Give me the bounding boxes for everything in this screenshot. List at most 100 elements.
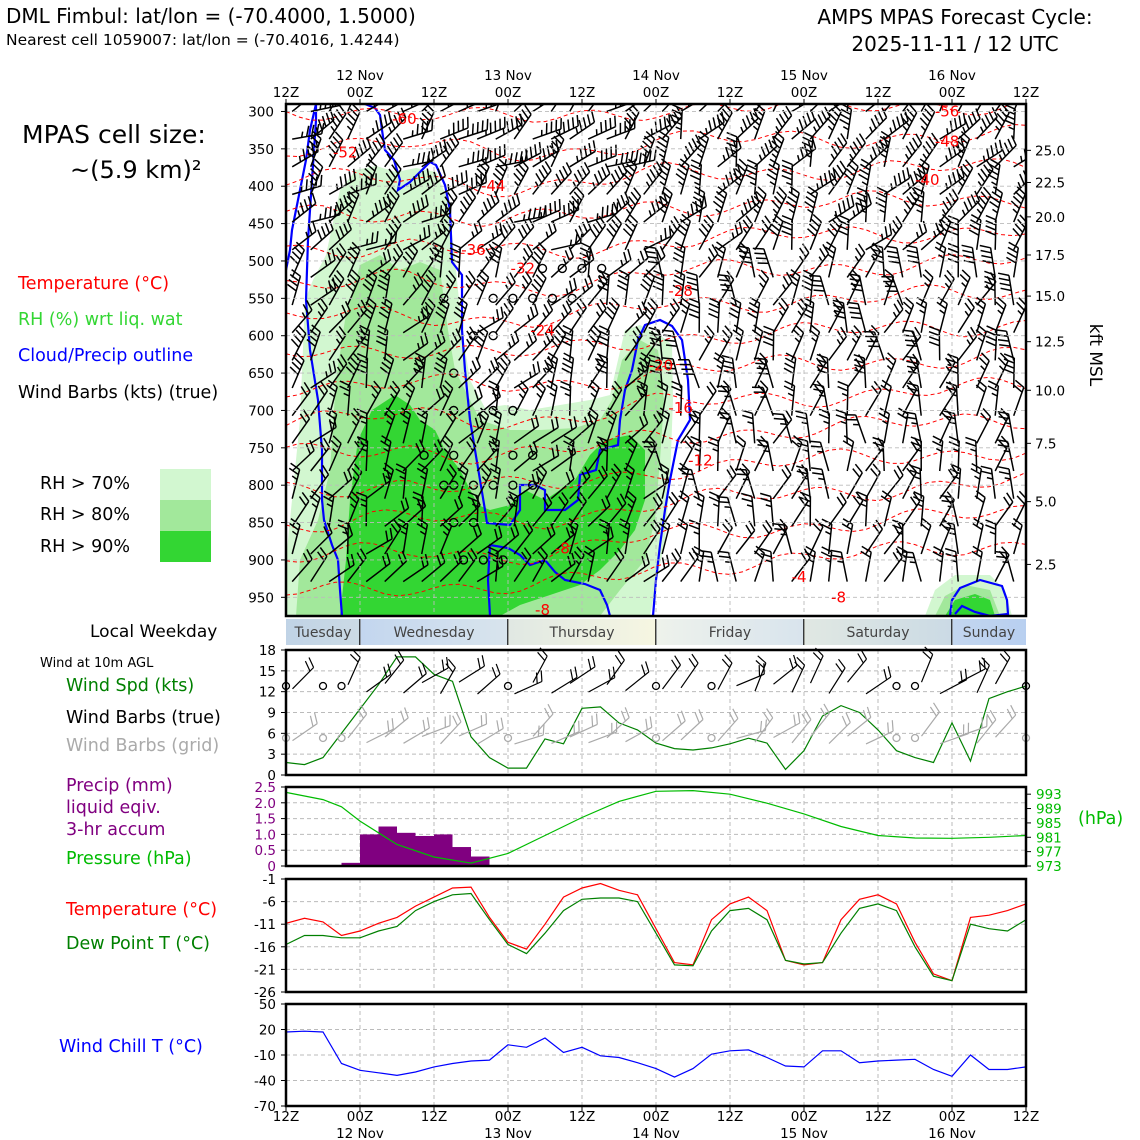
- wind-barb: [752, 247, 774, 278]
- wind-barb: [310, 109, 335, 140]
- wind-barb: [473, 324, 489, 361]
- panel-tick-label: -10: [254, 1048, 276, 1064]
- wind-barb: [975, 324, 987, 361]
- wind-barb: [846, 491, 864, 527]
- wind-barb: [754, 135, 778, 168]
- wind-barb: [345, 269, 361, 306]
- pressure-tick-label: 981: [1036, 830, 1062, 846]
- legend-wind-barbs: Wind Barbs (kts) (true): [18, 383, 219, 403]
- cloud-outline-1: [286, 104, 344, 616]
- wind-barb: [397, 518, 409, 555]
- wind-barb: [606, 547, 625, 583]
- height-tick-label: 15.0: [1035, 289, 1065, 305]
- wind-barb: [291, 381, 311, 417]
- wind-barb-true: [514, 670, 543, 695]
- wind-barb: [643, 225, 672, 251]
- wind-barb: [865, 242, 881, 278]
- wind-barb: [994, 296, 1007, 333]
- precip-circle: [508, 450, 518, 460]
- wind-barb: [717, 274, 737, 306]
- wind-barb: [604, 297, 620, 334]
- wind-barb: [957, 326, 978, 361]
- wind-barb: [883, 167, 911, 196]
- temp-contour-label: -8: [831, 588, 846, 606]
- height-tick-label: 10.0: [1035, 383, 1065, 399]
- wind-barb: [824, 241, 837, 278]
- wind-barb: [439, 270, 457, 306]
- panel-tick-label: -26: [254, 985, 276, 1001]
- wind-barb: [795, 410, 811, 444]
- wind-barb: [587, 215, 607, 251]
- wind-barb: [809, 440, 830, 472]
- wind-barb-true: [847, 649, 868, 683]
- top-tick-label: 12Z: [717, 85, 743, 101]
- wind-barb: [910, 436, 922, 471]
- wind-barb: [644, 245, 663, 278]
- wind-barb-true: [458, 655, 485, 683]
- wind-barb: [949, 463, 962, 499]
- wind-barb: [476, 144, 506, 168]
- wind-barb: [624, 301, 648, 334]
- wind-barb: [846, 133, 866, 168]
- wind-barb: [897, 407, 909, 444]
- calm-marker-grid: [910, 733, 920, 743]
- wind-barb: [561, 352, 575, 389]
- wind-barb: [579, 242, 592, 278]
- wind-barb: [291, 140, 319, 168]
- wind-barb-grid: [995, 704, 1017, 738]
- wind-barb: [718, 411, 737, 444]
- wind-barb: [698, 381, 717, 417]
- wind-barb: [624, 247, 649, 278]
- wind-barb: [476, 306, 504, 334]
- wind-barb: [652, 270, 665, 306]
- wind-barb: [690, 435, 702, 472]
- wind-barb: [413, 352, 426, 389]
- wind-barb: [939, 138, 965, 168]
- wind-barb: [513, 380, 529, 417]
- precip-circle: [528, 480, 538, 490]
- wind-barb: [531, 269, 547, 306]
- temp-contour-label: -44: [481, 177, 506, 195]
- wind-barb: [721, 354, 737, 389]
- wind-barb: [568, 186, 585, 223]
- wind-barb: [328, 191, 353, 223]
- height-tick-label: 20.0: [1035, 210, 1065, 226]
- label-wind-chill: Wind Chill T (°C): [59, 1037, 203, 1057]
- wind-barb: [513, 104, 532, 140]
- wind-barb: [421, 139, 448, 168]
- wind-barb: [804, 186, 819, 223]
- wind-barb-grid: [347, 704, 368, 739]
- wind-barb: [560, 380, 572, 416]
- wind-barb: [616, 269, 630, 306]
- wind-barb: [772, 271, 793, 306]
- bottom-tick-label: 12Z: [865, 1109, 891, 1125]
- wind-barb: [863, 330, 885, 361]
- wind-barb: [957, 108, 981, 140]
- calm-marker-grid: [337, 733, 346, 743]
- wind-barb: [587, 379, 600, 416]
- label-wind-barbs-true: Wind Barbs (true): [66, 708, 221, 728]
- wind-barb: [698, 244, 719, 278]
- weekday-cell: [360, 619, 508, 645]
- pressure-tick-label: 985: [1036, 816, 1062, 832]
- weekday-cell: [286, 619, 360, 645]
- wind-barb: [658, 186, 673, 223]
- pressure-tick-label: 989: [1036, 802, 1062, 818]
- calm-marker-true: [707, 681, 716, 691]
- wind-barb: [347, 136, 372, 168]
- wind-barb: [606, 149, 639, 168]
- precip-circle: [557, 263, 567, 274]
- wind-barb: [476, 190, 500, 223]
- wind-barb: [672, 269, 686, 306]
- panel-tick-label: 12: [259, 685, 276, 701]
- dewpoint-line: [285, 892, 1027, 982]
- wind-barb: [871, 243, 885, 278]
- wind-barb: [513, 216, 535, 251]
- calm-marker-true: [318, 681, 328, 691]
- temp-contour-label: -32: [511, 259, 536, 277]
- wind-barb: [662, 357, 682, 389]
- wind-barb: [513, 243, 534, 278]
- bottom-date-label: 14 Nov: [632, 1126, 680, 1140]
- wind-barb: [658, 407, 671, 444]
- pressure-tick-label: 750: [248, 441, 274, 457]
